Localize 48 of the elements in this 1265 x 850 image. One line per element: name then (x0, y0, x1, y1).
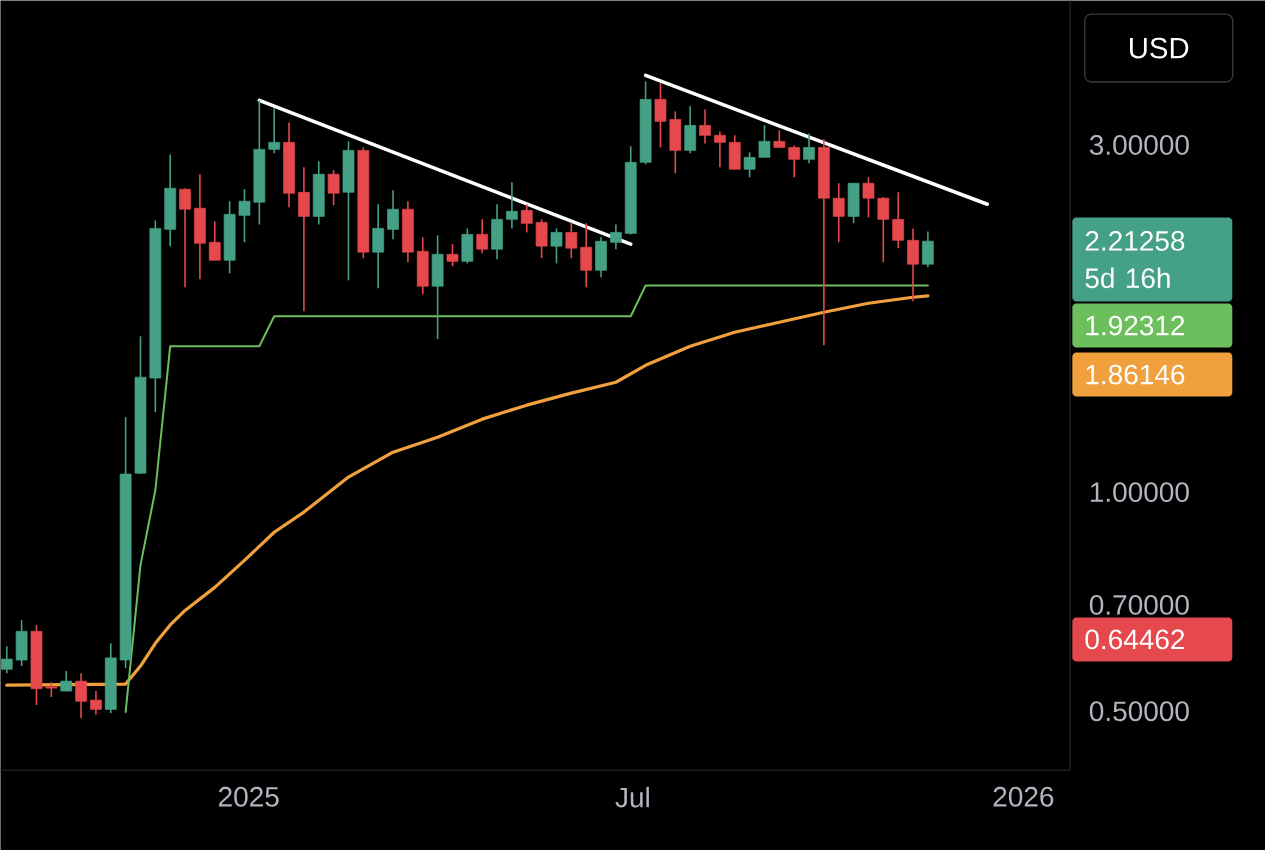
candlestick (892, 191, 905, 249)
text: 5d 16h (1085, 267, 1170, 289)
candlestick (208, 220, 221, 262)
text: 2.21258 (1085, 230, 1185, 251)
candlestick (803, 132, 815, 165)
candlestick (832, 182, 845, 244)
candlestick (90, 690, 102, 716)
candlestick (535, 218, 548, 259)
x-tick-label: 2026 (993, 786, 1054, 807)
candlestick (327, 169, 340, 206)
candlestick (654, 82, 667, 149)
y-tick-label: 1.00000 (1090, 482, 1189, 503)
candlestick (506, 181, 518, 230)
candlestick (788, 144, 801, 178)
candlestick (238, 188, 251, 244)
candlestick (179, 187, 191, 288)
candlestick (520, 203, 533, 234)
text: USD (1130, 37, 1189, 59)
text: 0.64462 (1085, 629, 1185, 650)
candlestick (387, 189, 399, 241)
candlestick (268, 107, 281, 155)
candlestick (758, 124, 771, 159)
candlestick (610, 223, 622, 250)
candlestick (565, 221, 578, 259)
candlestick (476, 218, 489, 254)
candlestick (60, 670, 73, 692)
candlestick (907, 227, 919, 302)
candlestick (75, 672, 87, 720)
candlestick (580, 222, 593, 288)
text: 1.86146 (1086, 364, 1185, 385)
candlestick (372, 203, 385, 289)
candlestick (699, 108, 711, 145)
x-tick-label: 2025 (218, 786, 279, 807)
candlestick (743, 151, 756, 178)
line-series (124, 284, 929, 713)
candlestick (714, 130, 726, 168)
text: 1.92312 (1086, 315, 1185, 336)
y-tick-label: 0.70000 (1089, 594, 1189, 615)
y-tick-label: 0.50000 (1089, 701, 1189, 722)
y-tick-label: 3.00000 (1089, 135, 1189, 155)
candlestick (446, 243, 459, 267)
candlestick (550, 227, 563, 265)
candlestick (922, 230, 934, 269)
line-series (5, 294, 930, 687)
candlestick (862, 176, 875, 219)
candlestick (0, 645, 13, 674)
candlestick (877, 196, 890, 263)
x-tick-label: Jul (615, 786, 649, 808)
